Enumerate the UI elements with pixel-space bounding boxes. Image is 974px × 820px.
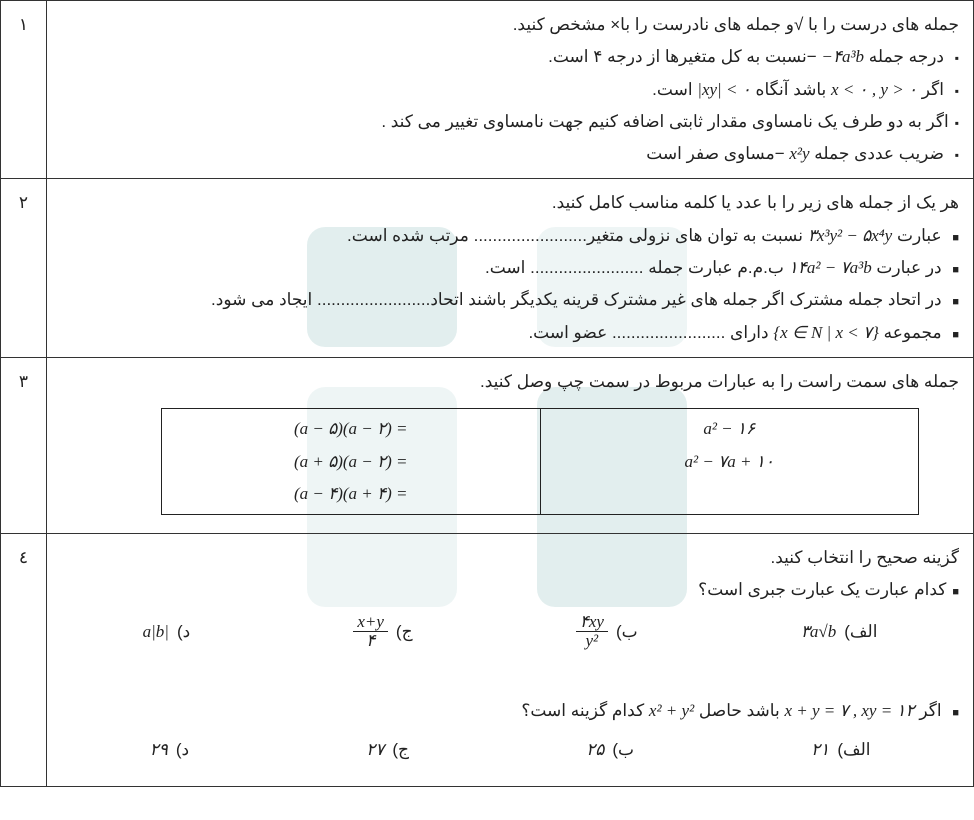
opt-alef-1: الف) ۳a√b bbox=[801, 616, 878, 648]
q2-b: در عبارت ۱۴a² − ۷a³b ب.م.م عبارت جمله اس… bbox=[61, 252, 959, 284]
label-alef: الف) bbox=[844, 616, 877, 648]
q1-b-math1: x < ۰ , y > ۰ bbox=[831, 74, 917, 106]
opt-alef-2: الف) ۲۱ bbox=[811, 734, 870, 766]
q2-c: در اتحاد جمله مشترک اگر جمله های غیر مشت… bbox=[61, 284, 959, 316]
q1-b-post: است. bbox=[652, 80, 692, 99]
match-right: a² − ۱۶ a² − ۷a + ۱۰ bbox=[540, 409, 918, 514]
q3-number: ۳ bbox=[1, 357, 47, 533]
q2-a-blank bbox=[474, 226, 587, 245]
opt2-alef: ۲۱ bbox=[811, 734, 829, 766]
q4-content: گزینه صحیح را انتخاب کنید. کدام عبارت یک… bbox=[47, 534, 974, 787]
q2-b-math: ۱۴a² − ۷a³b bbox=[789, 252, 872, 284]
opt-jim-2: ج) ۲۷ bbox=[366, 734, 409, 766]
q2-b-blank bbox=[530, 258, 643, 277]
opt1-alef-val: ۳a√b bbox=[801, 616, 836, 648]
label-alef-2: الف) bbox=[837, 734, 870, 766]
q1-a-post: −نسبت به کل متغیرها از درجه ۴ است. bbox=[548, 47, 816, 66]
q2-c-end: ایجاد می شود. bbox=[211, 290, 312, 309]
match-left-2: (a − ۴)(a + ۴) = bbox=[172, 478, 530, 510]
q1-number: ۱ bbox=[1, 1, 47, 179]
q4-head: گزینه صحیح را انتخاب کنید. bbox=[61, 542, 959, 574]
opt2-be: ۲۵ bbox=[586, 734, 604, 766]
q1-a-pre: درجه جمله bbox=[864, 47, 944, 66]
q1-c: اگر به دو طرف یک نامساوی مقدار ثابتی اضا… bbox=[61, 106, 959, 138]
q1-b-math2: |xy| < ۰ bbox=[697, 74, 751, 106]
q4-options-1: الف) ۳a√b ب) ۴xy y² ج) x+y ۴ bbox=[61, 613, 959, 651]
q2-a-math: ۳x³y² − ۵x⁴y bbox=[808, 220, 893, 252]
opt2-dal: ۲۹ bbox=[150, 734, 168, 766]
label-be: ب) bbox=[616, 616, 638, 648]
q1-d: ضریب عددی جمله x²y −مساوی صفر است bbox=[61, 138, 959, 170]
match-left: (a − ۵)(a − ۲) = (a + ۵)(a − ۲) = (a − ۴… bbox=[162, 409, 540, 514]
q2-b-end: است. bbox=[485, 258, 525, 277]
opt1-jim-num: x+y bbox=[353, 613, 388, 633]
q4-number: ٤ bbox=[1, 534, 47, 787]
q1-d-post: −مساوی صفر است bbox=[646, 144, 784, 163]
q2-d-mid: دارای bbox=[725, 323, 768, 342]
q2-d-blank bbox=[612, 323, 725, 342]
q4-options-2: الف) ۲۱ ب) ۲۵ ج) ۲۷ د) ۲۹ bbox=[61, 734, 959, 766]
opt-be-2: ب) ۲۵ bbox=[586, 734, 634, 766]
opt1-jim-frac: x+y ۴ bbox=[353, 613, 388, 651]
q1-a: درجه جمله −۴a³b −نسبت به کل متغیرها از د… bbox=[61, 41, 959, 73]
opt1-be-den: y² bbox=[576, 632, 608, 651]
q4-p2-mid: باشد حاصل bbox=[694, 701, 780, 720]
q4-p1: کدام عبارت یک عبارت جبری است؟ bbox=[61, 574, 959, 606]
q2-a-post: نسبت به توان های نزولی متغیر bbox=[587, 226, 803, 245]
q1-b-mid: باشد آنگاه bbox=[751, 80, 826, 99]
match-left-0: (a − ۵)(a − ۲) = bbox=[172, 413, 530, 445]
q2-d: مجموعه {x ∈ N | x < ۷} دارای عضو است. bbox=[61, 317, 959, 349]
q2-number: ۲ bbox=[1, 179, 47, 357]
q1-head: جمله های درست را با √و جمله های نادرست ر… bbox=[61, 9, 959, 41]
q1-d-math: x²y bbox=[789, 138, 809, 170]
match-right-1: a² − ۷a + ۱۰ bbox=[551, 446, 909, 478]
exam-table: جمله های درست را با √و جمله های نادرست ر… bbox=[0, 0, 974, 787]
q2-c-pre: در اتحاد جمله مشترک اگر جمله های غیر مشت… bbox=[430, 290, 941, 309]
q1-content: جمله های درست را با √و جمله های نادرست ر… bbox=[47, 1, 974, 179]
q2-d-math: {x ∈ N | x < ۷} bbox=[773, 317, 879, 349]
label-dal-2: د) bbox=[176, 734, 189, 766]
opt-dal-2: د) ۲۹ bbox=[150, 734, 190, 766]
opt1-be-frac: ۴xy y² bbox=[576, 613, 608, 651]
q1-a-math: −۴a³b bbox=[821, 41, 864, 73]
q4-p2-math2: x² + y² bbox=[649, 695, 694, 727]
match-box: (a − ۵)(a − ۲) = (a + ۵)(a − ۲) = (a − ۴… bbox=[161, 408, 919, 515]
q3-content: جمله های سمت راست را به عبارات مربوط در … bbox=[47, 357, 974, 533]
q3-head: جمله های سمت راست را به عبارات مربوط در … bbox=[61, 366, 959, 398]
opt1-be-num: ۴xy bbox=[576, 613, 608, 633]
label-jim: ج) bbox=[396, 616, 413, 648]
q2-d-pre: مجموعه bbox=[879, 323, 942, 342]
q4-p2-post: کدام گزینه است؟ bbox=[521, 701, 644, 720]
opt-dal-1: د) a|b| bbox=[143, 616, 191, 648]
q1-d-pre: ضریب عددی جمله bbox=[810, 144, 944, 163]
q1-b-pre: اگر bbox=[917, 80, 944, 99]
q4-p2: اگر x + y = ۷ , xy = ۱۲ باشد حاصل x² + y… bbox=[61, 695, 959, 727]
opt-be-1: ب) ۴xy y² bbox=[576, 613, 638, 651]
q4-p2-math: x + y = ۷ , xy = ۱۲ bbox=[784, 695, 914, 727]
q2-a: عبارت ۳x³y² − ۵x⁴y نسبت به توان های نزول… bbox=[61, 220, 959, 252]
q2-b-mid: ب.م.م عبارت جمله bbox=[643, 258, 783, 277]
opt2-jim: ۲۷ bbox=[366, 734, 384, 766]
q2-head: هر یک از جمله های زیر را با عدد یا کلمه … bbox=[61, 187, 959, 219]
q1-b: اگر x < ۰ , y > ۰ باشد آنگاه |xy| < ۰ اس… bbox=[61, 74, 959, 106]
match-left-1: (a + ۵)(a − ۲) = bbox=[172, 446, 530, 478]
q4-p2-pre: اگر bbox=[915, 701, 942, 720]
q2-content: هر یک از جمله های زیر را با عدد یا کلمه … bbox=[47, 179, 974, 357]
label-dal: د) bbox=[177, 616, 190, 648]
opt1-dal-val: a|b| bbox=[143, 616, 169, 648]
q2-b-pre: در عبارت bbox=[872, 258, 942, 277]
label-be-2: ب) bbox=[612, 734, 634, 766]
opt1-jim-den: ۴ bbox=[353, 632, 388, 651]
q2-d-end: عضو است. bbox=[528, 323, 607, 342]
match-right-0: a² − ۱۶ bbox=[551, 413, 909, 445]
label-jim-2: ج) bbox=[392, 734, 409, 766]
opt-jim-1: ج) x+y ۴ bbox=[353, 613, 412, 651]
q2-c-blank bbox=[317, 290, 430, 309]
q2-a-end: مرتب شده است. bbox=[347, 226, 469, 245]
q2-a-pre: عبارت bbox=[892, 226, 941, 245]
